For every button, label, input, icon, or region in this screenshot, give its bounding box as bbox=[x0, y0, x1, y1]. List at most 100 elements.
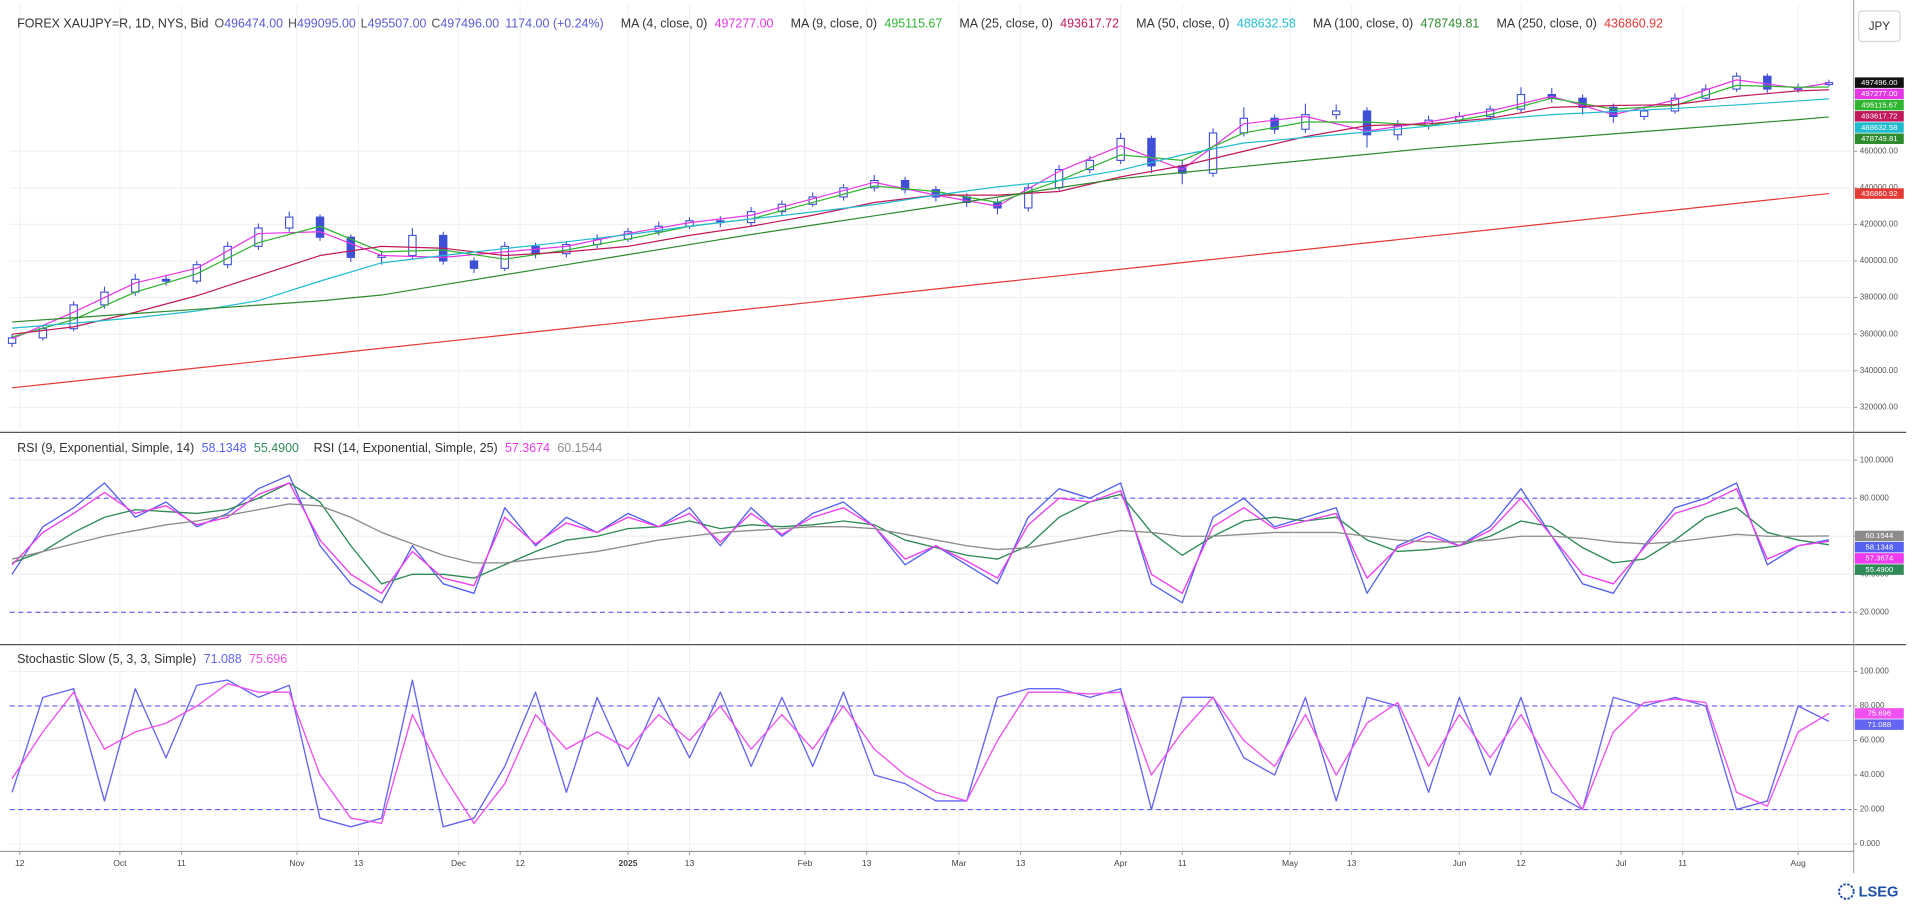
y-tick-label: 20.000 bbox=[1860, 805, 1885, 814]
legend-value: 488632.58 bbox=[1237, 17, 1296, 31]
candle-body bbox=[223, 245, 232, 266]
y-tick-label: 460000.00 bbox=[1860, 146, 1899, 155]
value-badge bbox=[1854, 541, 1904, 553]
candle-body bbox=[1208, 132, 1218, 174]
candle-body bbox=[69, 304, 78, 330]
value-badge-label: 60.1544 bbox=[1865, 531, 1894, 540]
value-badge bbox=[1854, 99, 1904, 111]
x-tick-label: May bbox=[1282, 858, 1299, 868]
indicator-line bbox=[11, 679, 1830, 828]
x-tick-label: Oct bbox=[113, 858, 127, 868]
y-tick-label: 360000.00 bbox=[1860, 329, 1899, 338]
x-tick-label: 13 bbox=[1016, 858, 1026, 868]
y-tick-label: 80.000 bbox=[1860, 701, 1885, 710]
x-tick-label: Mar bbox=[952, 858, 967, 868]
y-tick-label: 420000.00 bbox=[1860, 220, 1899, 229]
legend-name: MA (100, close, 0) bbox=[1313, 17, 1413, 31]
value-badge bbox=[1854, 530, 1904, 542]
marks-layer bbox=[7, 72, 1834, 828]
value-badge bbox=[1854, 708, 1904, 719]
text-layer: 320000.00 340000.00 360000.00 380000.00 4000… bbox=[15, 17, 1904, 868]
ohlc-value: 495507.00 bbox=[368, 17, 427, 31]
x-tick-label: 11 bbox=[1178, 858, 1187, 868]
legend-value: 75.696 bbox=[249, 652, 287, 666]
value-badge-label: 497277.00 bbox=[1861, 89, 1897, 98]
candle-body bbox=[1362, 110, 1372, 136]
legend-name: MA (50, close, 0) bbox=[1136, 17, 1229, 31]
y-tick-label: 100.0000 bbox=[1860, 455, 1894, 464]
candle-body bbox=[870, 179, 879, 189]
indicator-line bbox=[11, 474, 1830, 604]
candle-body bbox=[1393, 125, 1403, 136]
x-tick-label: 13 bbox=[685, 858, 695, 868]
y-tick-label: 380000.00 bbox=[1860, 293, 1899, 302]
ohlc-key: H bbox=[288, 17, 297, 31]
moving-average-line bbox=[11, 84, 1829, 338]
indicator-line bbox=[11, 482, 1830, 594]
candle-body bbox=[531, 245, 540, 255]
value-badge bbox=[1854, 111, 1904, 122]
legend-value: 493617.72 bbox=[1060, 17, 1119, 31]
legend-value: 495115.67 bbox=[884, 17, 942, 31]
x-tick-label: 13 bbox=[862, 858, 872, 868]
legend-name: RSI (9, Exponential, Simple, 14) bbox=[17, 441, 194, 455]
x-tick-label: 2025 bbox=[618, 858, 637, 868]
currency-button[interactable] bbox=[1857, 10, 1901, 43]
legend-value: 58.1348 bbox=[202, 441, 247, 455]
candle-body bbox=[1331, 110, 1341, 116]
x-tick-label: Jul bbox=[1616, 858, 1627, 868]
y-tick-label: 80.0000 bbox=[1860, 493, 1890, 502]
currency-label[interactable]: JPY bbox=[1869, 21, 1891, 33]
value-badge bbox=[1854, 77, 1904, 88]
legend-value: 57.3674 bbox=[505, 441, 550, 455]
legend: Stochastic Slow (5, 3, 3, Simple) 71.088 7… bbox=[17, 652, 287, 666]
candle-body bbox=[839, 187, 848, 198]
y-tick-label: 400000.00 bbox=[1860, 256, 1899, 265]
value-badge-label: 493617.72 bbox=[1861, 112, 1897, 121]
candle-body bbox=[1516, 93, 1526, 110]
legend-name: Stochastic Slow (5, 3, 3, Simple) bbox=[17, 652, 196, 666]
candle-body bbox=[746, 211, 756, 224]
x-tick-label: Jun bbox=[1452, 858, 1466, 868]
x-tick-label: 12 bbox=[515, 858, 525, 868]
candle-body bbox=[285, 216, 294, 229]
value-badge-label: 436860.92 bbox=[1861, 189, 1897, 198]
candle-body bbox=[1639, 110, 1649, 118]
candle-body bbox=[808, 196, 817, 205]
candle-body bbox=[900, 179, 910, 191]
candle-body bbox=[1270, 117, 1279, 130]
moving-average-line bbox=[12, 116, 1829, 323]
value-badge bbox=[1854, 553, 1904, 564]
y-tick-label: 0.000 bbox=[1860, 839, 1881, 848]
x-tick-label: Dec bbox=[451, 858, 467, 868]
value-badge-label: 57.3674 bbox=[1865, 554, 1894, 563]
value-badge bbox=[1854, 133, 1904, 144]
value-badge bbox=[1854, 719, 1904, 730]
x-tick-label: 13 bbox=[354, 858, 364, 868]
logo-icon bbox=[1838, 883, 1855, 900]
x-tick-label: Feb bbox=[798, 858, 813, 868]
x-tick-label: 13 bbox=[1347, 858, 1357, 868]
value-badge bbox=[1854, 88, 1904, 100]
y-tick-label: 20.0000 bbox=[1860, 607, 1890, 616]
candle-body bbox=[1732, 75, 1741, 90]
value-badge bbox=[1854, 564, 1904, 575]
value-badge-label: 497496.00 bbox=[1861, 78, 1897, 87]
candle-body bbox=[346, 236, 356, 258]
candle-body bbox=[254, 227, 263, 247]
y-tick-label: 440000.00 bbox=[1860, 183, 1899, 192]
x-tick-label: 12 bbox=[1516, 858, 1526, 868]
moving-average-line bbox=[12, 98, 1829, 329]
value-badge-label: 75.696 bbox=[1868, 709, 1892, 718]
legend-name: MA (250, close, 0) bbox=[1496, 17, 1596, 31]
indicator-line bbox=[11, 482, 1830, 585]
ohlc-key: L bbox=[361, 17, 368, 31]
y-tick-label: 60.000 bbox=[1860, 736, 1885, 745]
candle-body bbox=[469, 260, 479, 269]
legend-value: 497277.00 bbox=[715, 17, 774, 31]
logo-text: LSEG bbox=[1859, 885, 1899, 901]
x-tick-label: 12 bbox=[15, 858, 25, 868]
